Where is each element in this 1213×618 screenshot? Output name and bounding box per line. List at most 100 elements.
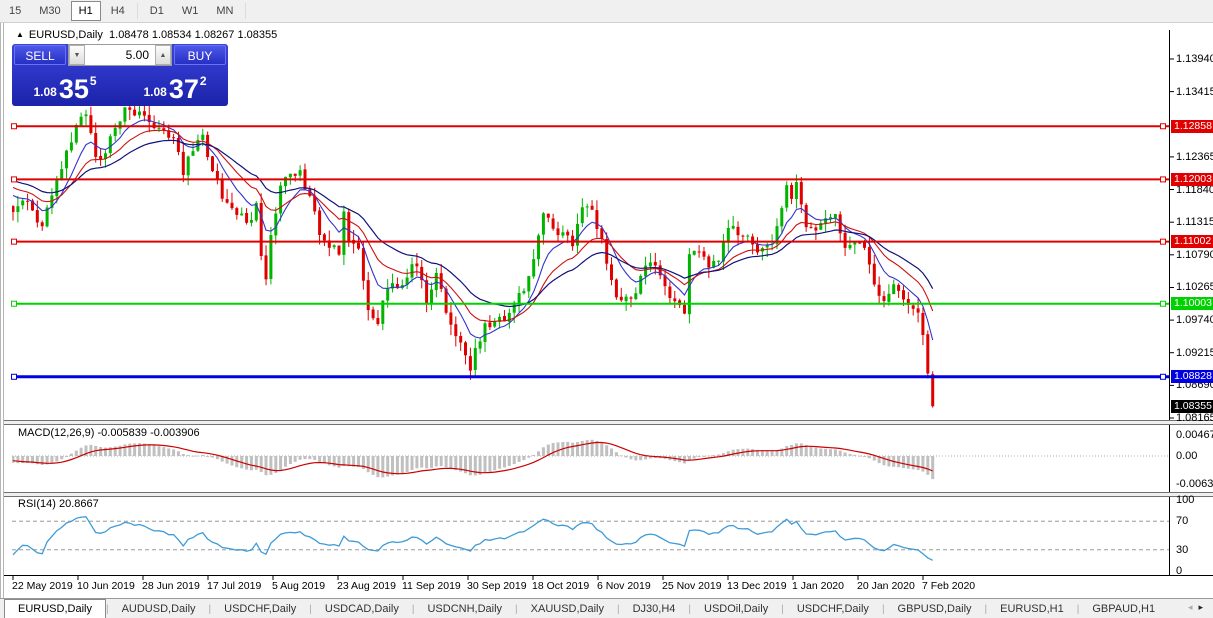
- date-label: 10 Jun 2019: [77, 580, 135, 592]
- date-label: 30 Sep 2019: [467, 580, 527, 592]
- date-label: 20 Jan 2020: [857, 580, 915, 592]
- sell-button[interactable]: SELL: [14, 45, 66, 65]
- date-label: 7 Feb 2020: [922, 580, 976, 592]
- date-label: 6 Nov 2019: [597, 580, 651, 592]
- tab-separator: |: [208, 604, 212, 615]
- chart-tab-bar: EURUSD,Daily | AUDUSD,Daily | USDCHF,Daily | U…: [0, 598, 1213, 618]
- date-label: 5 Aug 2019: [272, 580, 326, 592]
- tab-scroll-left-icon[interactable]: ◂: [1187, 602, 1199, 612]
- tab-scroll-right-icon[interactable]: ▸: [1198, 602, 1209, 612]
- trade-panel-top-row: SELL ▼ 5.00 ▲ BUY: [12, 44, 228, 67]
- volume-input[interactable]: 5.00: [125, 48, 149, 62]
- chart-ohlc: 1.08478 1.08534 1.08267 1.08355: [109, 29, 278, 41]
- volume-stepper: ▼ 5.00 ▲: [68, 44, 172, 66]
- price-tick-label: 1.08165: [1176, 412, 1213, 424]
- timeframe-button-h1[interactable]: H1: [70, 1, 101, 21]
- volume-down-icon[interactable]: ▼: [69, 45, 85, 65]
- chart-canvas[interactable]: [4, 23, 1213, 603]
- date-label: 11 Sep 2019: [402, 580, 461, 592]
- rsi-axis-label: 100: [1176, 494, 1195, 506]
- macd-axis-label: 0.00: [1176, 450, 1198, 462]
- timeframe-button-m30[interactable]: M30: [39, 5, 61, 17]
- toolbar-separator: [245, 3, 247, 19]
- chart-tab-8[interactable]: USDCHF,Daily: [796, 603, 869, 615]
- chart-tab-4[interactable]: USDCNH,Daily: [427, 603, 503, 615]
- buy-price-main: 1.08: [143, 85, 167, 99]
- one-click-trade-panel: SELL ▼ 5.00 ▲ BUY 1.08 35 5 1.08 37 2: [12, 44, 228, 106]
- tab-scroll-arrows: ◂▸: [1188, 602, 1209, 613]
- one-click-panel-toggle-icon[interactable]: ▲: [16, 30, 24, 39]
- price-tick-label: 1.11315: [1176, 216, 1213, 229]
- price-tick-label: 1.10790: [1176, 248, 1213, 261]
- chart-window: ▲ EURUSD,Daily 1.08478 1.08534 1.08267 1.…: [0, 23, 1213, 598]
- buy-price-button[interactable]: 1.08 37 2: [122, 69, 228, 105]
- sell-price-button[interactable]: 1.08 35 5: [12, 69, 118, 105]
- tab-separator: |: [688, 604, 692, 615]
- date-label: 25 Nov 2019: [662, 580, 722, 592]
- timeframe-button-w1[interactable]: W1: [181, 5, 199, 17]
- buy-price-big: 37: [168, 74, 199, 104]
- sell-price-sup: 5: [89, 74, 97, 88]
- volume-up-icon[interactable]: ▲: [155, 45, 171, 65]
- macd-axis-label: 0.004679: [1176, 428, 1213, 441]
- price-tick-label: 1.11840: [1176, 183, 1213, 196]
- price-tick-label: 1.10265: [1176, 281, 1213, 294]
- timeframe-button-h4[interactable]: H4: [110, 5, 125, 17]
- date-label: 23 Aug 2019: [337, 580, 396, 592]
- chart-tab-5[interactable]: XAUUSD,Daily: [530, 603, 604, 615]
- date-label: 17 Jul 2019: [207, 580, 262, 592]
- tab-separator: |: [881, 604, 885, 615]
- date-label: 1 Jan 2020: [792, 580, 844, 592]
- price-level-tag: 1.08828: [1171, 370, 1213, 384]
- current-price-tag: 1.08355: [1171, 399, 1213, 413]
- chart-tab-6[interactable]: DJ30,H4: [632, 603, 676, 615]
- tab-separator: |: [309, 604, 312, 615]
- chart-tab-11[interactable]: GBPAUD,H1: [1092, 603, 1156, 615]
- buy-price-sup: 2: [199, 74, 207, 88]
- price-level-tag: 1.11002: [1171, 235, 1213, 249]
- chart-tab-2[interactable]: USDCHF,Daily: [224, 603, 297, 615]
- chart-symbol: EURUSD,Daily: [28, 29, 103, 41]
- tab-separator: |: [984, 604, 988, 615]
- chart-title: ▲ EURUSD,Daily 1.08478 1.08534 1.08267 1.…: [16, 29, 277, 41]
- buy-button[interactable]: BUY: [174, 45, 226, 65]
- rsi-axis-label: 70: [1176, 515, 1189, 528]
- chart-tab-0[interactable]: EURUSD,Daily: [4, 599, 106, 618]
- price-tick-label: 1.09215: [1176, 346, 1213, 359]
- price-tick-label: 1.09740: [1176, 314, 1213, 327]
- date-label: 28 Jun 2019: [142, 580, 200, 592]
- tab-separator: |: [515, 604, 518, 615]
- chart-tab-10[interactable]: EURUSD,H1: [1000, 603, 1064, 615]
- chart-tab-9[interactable]: GBPUSD,Daily: [897, 603, 972, 615]
- timeframe-button-15[interactable]: 15: [9, 5, 22, 17]
- macd-label: MACD(12,26,9) -0.005839 -0.003906: [18, 427, 200, 439]
- timeframe-toolbar: 15 M30 H1 H4 D1 W1 MN: [0, 0, 1213, 23]
- chart-tab-3[interactable]: USDCAD,Daily: [324, 603, 399, 615]
- timeframe-button-mn[interactable]: MN: [216, 5, 234, 17]
- date-label: 13 Dec 2019: [727, 580, 787, 592]
- macd-axis-label: -0.00634: [1176, 478, 1213, 491]
- price-level-tag: 1.12003: [1171, 172, 1213, 186]
- toolbar-separator: [136, 3, 138, 19]
- price-tick-label: 1.13415: [1176, 85, 1213, 98]
- date-label: 18 Oct 2019: [532, 580, 590, 592]
- date-label: 22 May 2019: [12, 580, 73, 592]
- price-level-tag: 1.12858: [1171, 119, 1213, 133]
- tab-separator: |: [1076, 604, 1080, 615]
- rsi-label: RSI(14) 20.8667: [18, 498, 99, 510]
- timeframe-button-d1[interactable]: D1: [149, 5, 164, 17]
- chart-tab-1[interactable]: AUDUSD,Daily: [121, 603, 196, 615]
- price-level-tag: 1.10003: [1171, 297, 1213, 311]
- sell-price-big: 35: [58, 74, 89, 104]
- tab-separator: |: [105, 604, 109, 615]
- rsi-axis-label: 30: [1176, 543, 1189, 556]
- sell-price-main: 1.08: [33, 85, 57, 99]
- price-tick-label: 1.12365: [1176, 150, 1213, 163]
- rsi-axis-label: 0: [1176, 565, 1183, 577]
- tab-separator: |: [781, 604, 784, 615]
- price-tick-label: 1.13940: [1176, 53, 1213, 65]
- tab-separator: |: [617, 604, 620, 615]
- chart-tab-7[interactable]: USDOil,Daily: [704, 603, 769, 615]
- tab-separator: |: [411, 604, 415, 615]
